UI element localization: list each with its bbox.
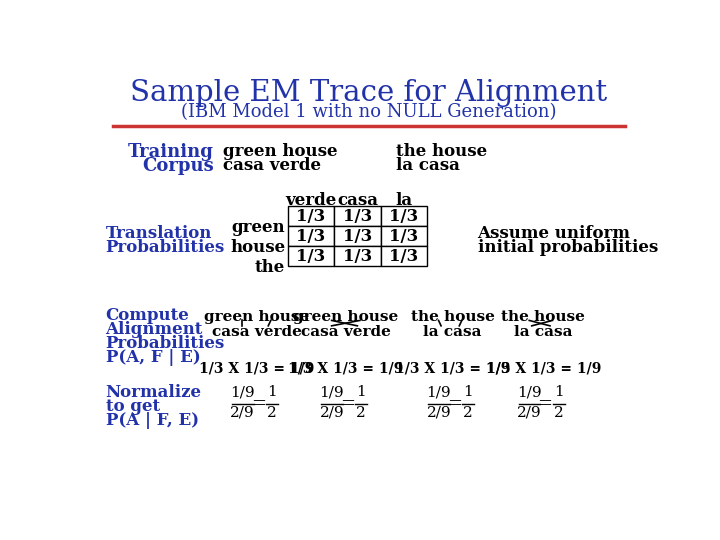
Text: 1/3 X 1/3 = 1/9: 1/3 X 1/3 = 1/9 [199,361,315,375]
Text: casa: casa [337,192,378,209]
Text: 1/3: 1/3 [390,248,418,265]
Text: green: green [232,219,285,236]
Text: casa verde: casa verde [301,325,391,339]
Text: 2/9: 2/9 [230,406,255,420]
Text: 1/9: 1/9 [230,385,255,399]
Text: the: the [255,259,285,276]
Text: Sample EM Trace for Alignment: Sample EM Trace for Alignment [130,79,608,107]
Text: Normalize: Normalize [106,384,202,401]
Text: P(A, F | E): P(A, F | E) [106,349,200,366]
Text: Translation: Translation [106,225,212,242]
Bar [381,206,427,226]
Text: la casa: la casa [514,325,572,339]
Text: Corpus: Corpus [143,157,214,175]
Bar [381,226,427,246]
Text: =: = [340,395,355,413]
Bar [334,246,381,266]
Text: 1/3 X 1/3 = 1/9: 1/3 X 1/3 = 1/9 [395,361,510,375]
Text: Compute: Compute [106,307,189,325]
Text: (IBM Model 1 with no NULL Generation): (IBM Model 1 with no NULL Generation) [181,103,557,122]
Text: 1/3 X 1/3 = 1/9: 1/3 X 1/3 = 1/9 [288,361,403,375]
Bar [381,246,427,266]
Text: the house: the house [501,309,585,323]
Text: green house: green house [204,309,310,323]
Text: Probabilities: Probabilities [106,239,225,256]
Text: 1: 1 [464,385,473,399]
Text: 2/9: 2/9 [517,406,541,420]
Text: 1: 1 [356,385,366,399]
Text: 1/3: 1/3 [390,228,418,245]
Text: house: house [230,239,285,256]
Text: verde: verde [285,192,336,209]
Text: 1/9: 1/9 [517,385,541,399]
Text: to get: to get [106,398,160,415]
Text: =: = [537,395,552,413]
Text: 1/3: 1/3 [296,248,325,265]
Text: =: = [446,395,462,413]
Text: 2: 2 [356,406,366,420]
Text: 1: 1 [267,385,277,399]
Text: 1/3: 1/3 [296,208,325,225]
Text: green house: green house [293,309,398,323]
Text: 1/3 X 1/3 = 1/9: 1/3 X 1/3 = 1/9 [486,361,601,375]
Bar [287,226,334,246]
Text: Probabilities: Probabilities [106,335,225,352]
Text: 1/3: 1/3 [343,248,372,265]
Text: the house: the house [396,143,487,160]
Bar [334,226,381,246]
Text: Training: Training [128,143,214,161]
Text: la casa: la casa [396,157,460,174]
Text: initial probabilities: initial probabilities [477,239,658,256]
Bar [334,206,381,226]
Text: casa verde: casa verde [212,325,302,339]
Text: 1/3: 1/3 [390,208,418,225]
Text: 2/9: 2/9 [426,406,451,420]
Text: 1/9: 1/9 [320,385,344,399]
Text: casa verde: casa verde [223,157,321,174]
Text: green house: green house [223,143,338,160]
Text: 1/3: 1/3 [343,228,372,245]
Text: la casa: la casa [423,325,482,339]
Bar [287,206,334,226]
Bar [287,246,334,266]
Text: 2: 2 [464,406,473,420]
Text: 2: 2 [267,406,277,420]
Text: 1/9: 1/9 [426,385,451,399]
Text: 1/3: 1/3 [296,228,325,245]
Text: P(A | F, E): P(A | F, E) [106,412,199,429]
Text: Assume uniform: Assume uniform [477,225,631,242]
Text: 2/9: 2/9 [320,406,344,420]
Text: 1: 1 [554,385,564,399]
Text: Alignment: Alignment [106,321,203,338]
Text: 1/3: 1/3 [343,208,372,225]
Text: 2: 2 [554,406,564,420]
Text: the house: the house [411,309,495,323]
Text: la: la [395,192,413,209]
Text: =: = [251,395,266,413]
